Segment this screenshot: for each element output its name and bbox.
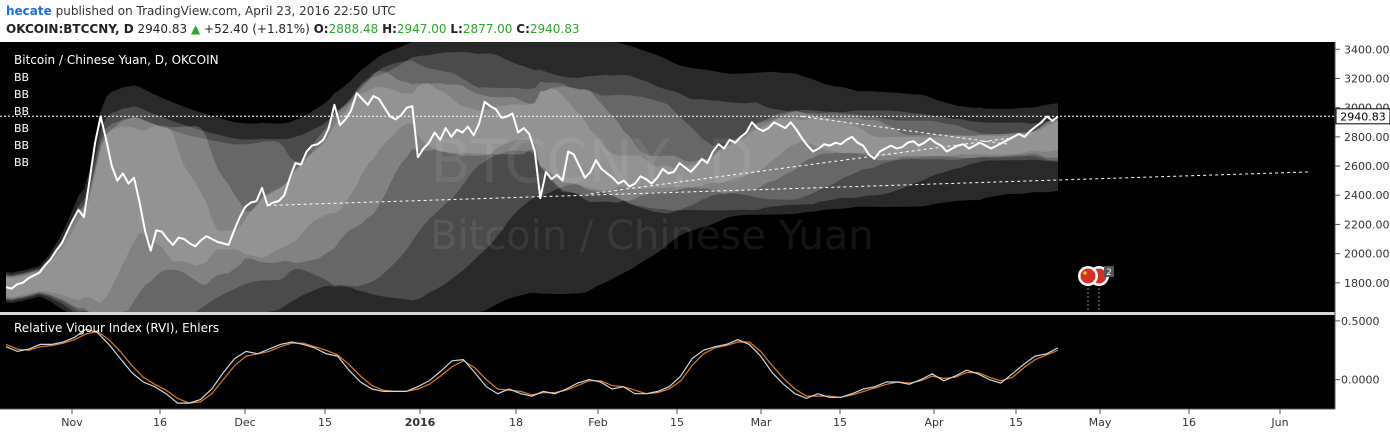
open-value: 2888.48	[328, 22, 379, 36]
high-label: H:	[382, 22, 397, 36]
low-label: L:	[450, 22, 463, 36]
close-label: C:	[516, 22, 530, 36]
time-tick-label: Apr	[924, 416, 944, 429]
publish-info: hecate published on TradingView.com, Apr…	[6, 4, 396, 18]
rvi-line	[5, 328, 1059, 404]
rvi-signal-line	[5, 330, 1059, 404]
bb-label: BB	[14, 122, 29, 135]
price-series-line	[5, 92, 1059, 290]
support-line	[590, 137, 1008, 195]
up-arrow-icon: ▲	[190, 22, 201, 36]
bb-labels: BB BB BB BB BB BB	[14, 71, 29, 169]
rvi-pane-background	[0, 315, 1335, 409]
time-tick-label: 15	[670, 416, 684, 429]
bb-band	[6, 71, 1058, 312]
price-tick-label: 2200.00	[1344, 218, 1390, 231]
chart-area[interactable]: BTCCNY, D Bitcoin / Chinese Yuan Bitcoin…	[0, 42, 1390, 434]
main-pane-title: Bitcoin / Chinese Yuan, D, OKCOIN	[14, 53, 219, 67]
symbol-label[interactable]: OKCOIN:BTCCNY, D	[6, 22, 134, 36]
economic-event-markers[interactable]: 2	[1078, 266, 1114, 312]
time-tick-label: 15	[833, 416, 847, 429]
last-price-label: 2940.83	[1340, 110, 1386, 123]
time-tick-label: 2016	[405, 416, 436, 429]
bb-label: BB	[14, 71, 29, 84]
last-price-tag: 2940.83	[1335, 108, 1390, 125]
price-tick-label: 2400.00	[1344, 189, 1390, 202]
price-tick-label: 3400.00	[1344, 43, 1390, 56]
price-tick-label: 3200.00	[1344, 72, 1390, 85]
price-change: +52.40 (+1.81%)	[204, 22, 310, 36]
bb-band-outer	[6, 42, 1058, 312]
time-axis[interactable]	[0, 409, 1390, 434]
time-tick-label: Nov	[61, 416, 83, 429]
time-tick-label: 16	[153, 416, 167, 429]
watermark-name: Bitcoin / Chinese Yuan	[430, 213, 874, 259]
low-value: 2877.00	[462, 22, 513, 36]
bb-band	[6, 60, 1058, 312]
time-tick-label: 16	[1182, 416, 1196, 429]
time-axis-ticks: Nov 16 Dec 15 2016 18 Feb 15 Mar 15 Apr 15 May 16 Jun	[61, 409, 1289, 429]
rvi-tick-label: 0.5000	[1341, 315, 1380, 328]
price-tick-label: 2600.00	[1344, 160, 1390, 173]
pane-separator[interactable]	[0, 312, 1390, 315]
price-tick-label: 1800.00	[1344, 277, 1390, 290]
bollinger-bands	[6, 42, 1058, 312]
downtrend-line	[801, 115, 1008, 145]
high-value: 2947.00	[396, 22, 447, 36]
open-label: O:	[313, 22, 329, 36]
bb-band	[6, 52, 1058, 312]
event-count-badge	[1104, 266, 1114, 277]
time-tick-label: Jun	[1270, 416, 1288, 429]
event-count: 2	[1106, 268, 1112, 278]
last-price: 2940.83	[137, 22, 188, 36]
bb-label: BB	[14, 139, 29, 152]
time-tick-label: Mar	[751, 416, 772, 429]
bb-label: BB	[14, 156, 29, 169]
time-tick-label: Feb	[588, 416, 607, 429]
rvi-tick-label: 0.0000	[1341, 374, 1380, 387]
rvi-pane-title: Relative Vigour Index (RVI), Ehlers	[14, 321, 219, 335]
price-tick-label: 2000.00	[1344, 248, 1390, 261]
header: hecate published on TradingView.com, Apr…	[0, 0, 1390, 42]
bb-label: BB	[14, 105, 29, 118]
ohlc-legend: OKCOIN:BTCCNY, D 2940.83 ▲ +52.40 (+1.81…	[6, 22, 580, 36]
author-link[interactable]: hecate	[6, 4, 52, 18]
bb-band-inner	[6, 83, 1058, 303]
time-tick-label: 15	[1009, 416, 1023, 429]
bb-label: BB	[14, 88, 29, 101]
time-tick-label: May	[1089, 416, 1112, 429]
price-tick-label: 2800.00	[1344, 131, 1390, 144]
time-tick-label: 18	[509, 416, 523, 429]
trend-lines	[267, 115, 1311, 206]
close-value: 2940.83	[529, 22, 580, 36]
time-tick-label: Dec	[234, 416, 255, 429]
time-tick-label: 15	[318, 416, 332, 429]
price-axis[interactable]	[1335, 42, 1390, 434]
published-text: published on TradingView.com, April 23, …	[55, 4, 396, 18]
